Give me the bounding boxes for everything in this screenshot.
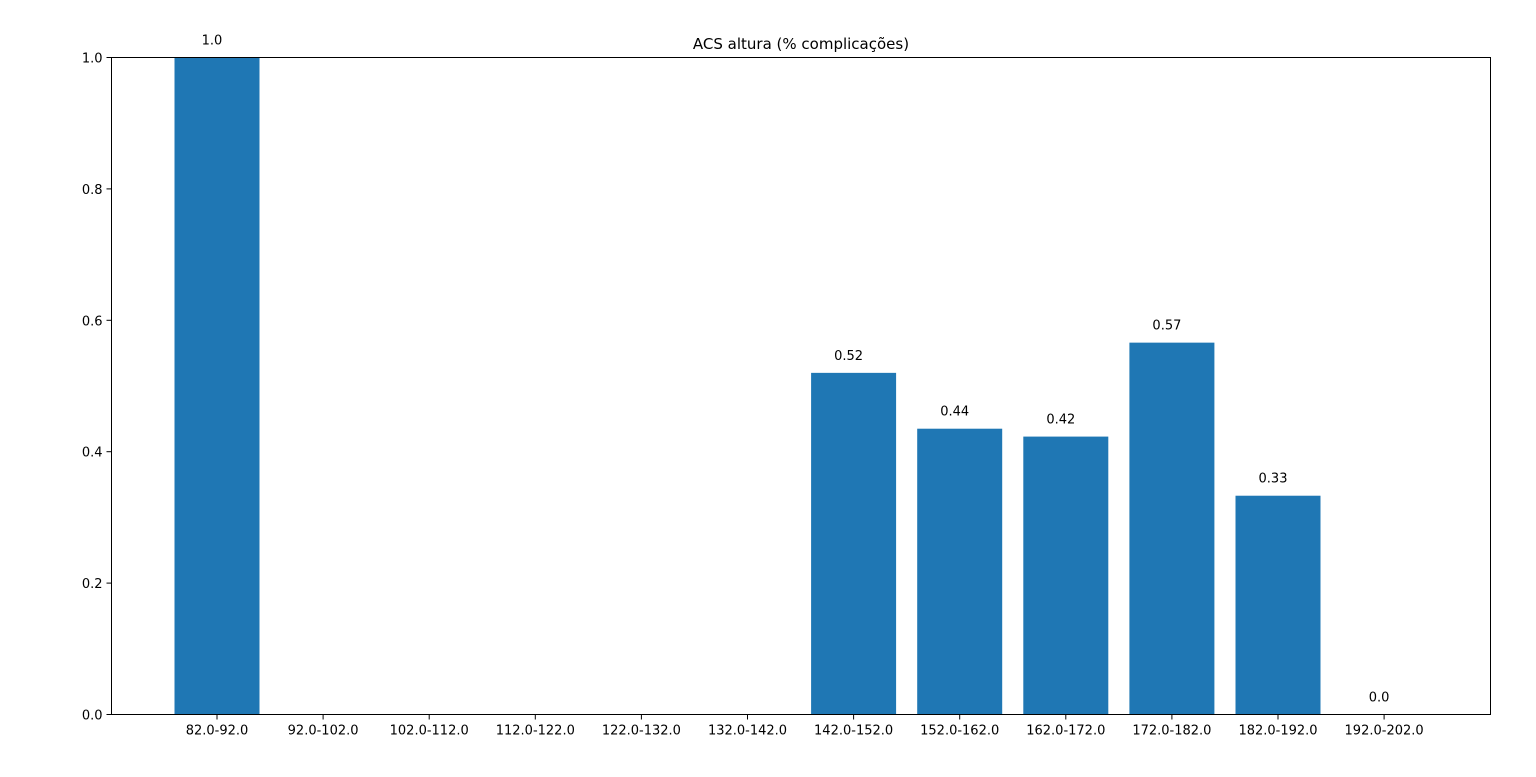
x-tick-label: 112.0-122.0 (496, 724, 575, 739)
y-tick-label: 0.4 (82, 446, 103, 461)
bar-value-label: 1.0 (202, 34, 223, 49)
bar-172.0-182.0 (1129, 342, 1215, 715)
bar-152.0-162.0 (917, 428, 1003, 715)
x-axis: 82.0-92.0 92.0-102.0 102.0-112.0 112.0-122.… (186, 714, 1424, 739)
bars-group (174, 57, 1321, 715)
bar-142.0-152.0 (811, 372, 897, 715)
chart-title: ACS altura (% complicações) (693, 35, 909, 53)
x-tick-label: 82.0-92.0 (186, 724, 249, 739)
y-tick-label: 1.0 (82, 52, 103, 67)
bar-value-label: 0.57 (1152, 319, 1181, 334)
y-axis: 0.0 0.2 0.4 0.6 0.8 1.0 (82, 52, 112, 724)
x-tick-label: 132.0-142.0 (708, 724, 787, 739)
bar-value-label: 0.0 (1369, 691, 1390, 706)
y-tick-label: 0.8 (82, 183, 103, 198)
x-tick-label: 172.0-182.0 (1132, 724, 1211, 739)
bar-82.0-92.0 (174, 57, 260, 715)
plot-frame (111, 57, 1491, 715)
x-tick-label: 122.0-132.0 (602, 724, 681, 739)
x-tick-label: 92.0-102.0 (288, 724, 359, 739)
x-tick-label: 192.0-202.0 (1345, 724, 1424, 739)
bar-value-label: 0.44 (940, 405, 969, 420)
x-tick-label: 182.0-192.0 (1238, 724, 1317, 739)
x-tick-label: 102.0-112.0 (390, 724, 469, 739)
y-tick-label: 0.6 (82, 314, 103, 329)
x-tick-label: 142.0-152.0 (814, 724, 893, 739)
y-tick-label: 0.2 (82, 577, 103, 592)
bar-value-label: 0.42 (1046, 413, 1075, 428)
x-tick-label: 152.0-162.0 (920, 724, 999, 739)
bar-labels-group: 1.0 0.52 0.44 0.42 0.57 0.33 0.0 (202, 34, 1390, 706)
bar-value-label: 0.33 (1259, 472, 1288, 487)
y-tick-label: 0.0 (82, 709, 103, 724)
x-tick-label: 162.0-172.0 (1026, 724, 1105, 739)
bar-162.0-172.0 (1023, 436, 1109, 715)
bar-182.0-192.0 (1235, 495, 1321, 715)
bar-value-label: 0.52 (834, 349, 863, 364)
